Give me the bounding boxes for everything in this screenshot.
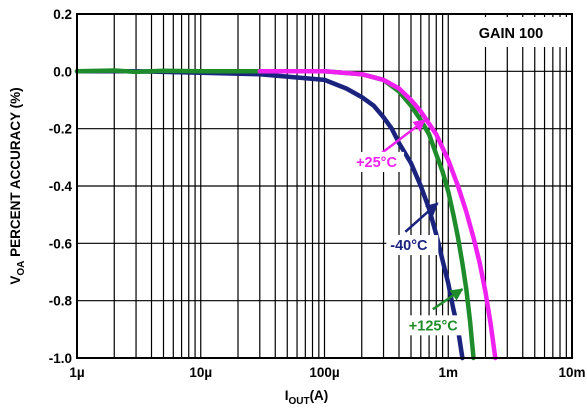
plot-frame xyxy=(76,13,573,359)
y-tick-label: -0.8 xyxy=(49,294,73,309)
x-tick-label: 100µ xyxy=(309,365,339,380)
y-tick-label: 0.0 xyxy=(53,64,72,79)
annotations: +25°C -40°C +125°C xyxy=(352,119,466,336)
x-axis-title: IOUT(A) xyxy=(285,388,329,407)
x-tick-label: 1µ xyxy=(69,365,84,380)
legend-box: GAIN 100 xyxy=(452,17,569,47)
y-tick-label: -0.6 xyxy=(49,236,73,251)
legend-background xyxy=(452,17,569,47)
x-tick-label: 10m xyxy=(558,365,585,380)
annotation-label: +25°C xyxy=(356,155,397,171)
series-line xyxy=(74,69,465,361)
annotation-arrow xyxy=(404,202,439,233)
annotation-arrow xyxy=(432,288,464,311)
tick-labels: 0.2 0.0 -0.2 -0.4 -0.6 -0.8 -1.01µ 10µ 100µ 1m 10m xyxy=(49,7,586,380)
grid-lines xyxy=(76,13,572,359)
legend-text: GAIN 100 xyxy=(479,26,543,42)
annotation-label-background xyxy=(404,315,466,336)
series-line xyxy=(257,69,498,361)
axis-titles: IOUT(A) VOA PERCENT ACCURACY (%) xyxy=(8,87,328,407)
y-tick-label: 0.2 xyxy=(53,7,72,22)
series-line xyxy=(74,68,476,361)
annotation-label: -40°C xyxy=(390,238,428,254)
x-tick-label: 1m xyxy=(438,365,458,380)
annotation-label-background xyxy=(352,151,405,172)
y-tick-label: -0.2 xyxy=(49,122,72,137)
annotation-label-background xyxy=(386,235,439,256)
series-lines xyxy=(74,68,498,361)
y-tick-label: -1.0 xyxy=(49,351,72,366)
x-tick-label: 10µ xyxy=(189,365,212,380)
plot-border xyxy=(76,13,573,359)
y-axis-title: VOA PERCENT ACCURACY (%) xyxy=(8,87,27,284)
annotation-label: +125°C xyxy=(409,318,458,334)
annotation-arrow xyxy=(379,119,427,156)
y-tick-label: -0.4 xyxy=(49,179,73,194)
